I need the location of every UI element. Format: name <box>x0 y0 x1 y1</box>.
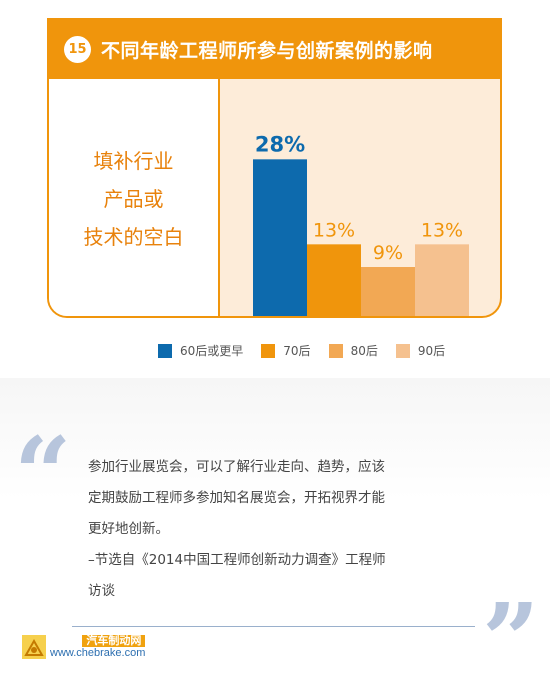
legend-label: 70后 <box>283 344 311 358</box>
legend-item: 90后 <box>395 342 446 359</box>
bar-value-label-0: 28% <box>255 132 305 156</box>
legend-label: 60后或更早 <box>180 344 244 358</box>
chart-number-badge: 15 <box>64 36 91 63</box>
legend-swatch <box>328 343 343 358</box>
category-label-line-1: 填补行业 <box>93 148 174 173</box>
watermark: 汽车制动网 www.chebrake.com <box>22 634 167 660</box>
chart-card: 15 不同年龄工程师所参与创新案例的影响 填补行业 产品或 技术的空白 28% 1… <box>47 18 502 318</box>
quote-text: 参加行业展览会，可以了解行业走向、趋势，应该 定期鼓励工程师多参加知名展览会，开… <box>88 452 483 607</box>
bar-value-label-2: 9% <box>373 242 403 264</box>
bar-chart: 28% 13% 9% 13% <box>253 132 469 316</box>
bar-2 <box>361 267 415 316</box>
legend-item: 70后 <box>261 342 311 359</box>
legend-item: 60后或更早 <box>158 342 243 359</box>
category-label-line-3: 技术的空白 <box>83 224 184 249</box>
legend-swatch <box>395 343 410 358</box>
quote-source-line: 访谈 <box>88 583 115 599</box>
chart-legend: 60后或更早 70后 80后 90后 <box>158 342 463 359</box>
bar-value-label-1: 13% <box>313 219 355 241</box>
watermark-url: www.chebrake.com <box>50 647 146 659</box>
legend-swatch <box>158 343 172 358</box>
legend-item: 80后 <box>328 342 378 359</box>
legend-swatch <box>261 343 276 358</box>
legend-label: 90后 <box>417 344 446 358</box>
bar-value-label-3: 13% <box>421 219 463 241</box>
quote-line: 参加行业展览会，可以了解行业走向、趋势，应该 <box>88 459 385 475</box>
quote-section <box>0 378 550 682</box>
category-label-pane: 填补行业 产品或 技术的空白 <box>49 79 220 316</box>
bar-1 <box>307 244 361 316</box>
bar-3 <box>415 244 469 316</box>
legend-label: 80后 <box>350 344 378 358</box>
watermark-name: 汽车制动网 <box>82 635 146 647</box>
open-quote-icon: “ <box>14 415 72 533</box>
brake-logo-icon <box>22 635 46 659</box>
bar-0 <box>253 159 307 316</box>
card-header: 15 不同年龄工程师所参与创新案例的影响 <box>49 20 500 79</box>
quote-line: 定期鼓励工程师多参加知名展览会，开拓视界才能 <box>88 490 385 506</box>
quote-divider <box>72 626 475 627</box>
quote-source-line: –节选自《2014中国工程师创新动力调查》工程师 <box>88 552 386 568</box>
category-label-line-2: 产品或 <box>103 186 164 211</box>
quote-line: 更好地创新。 <box>88 521 169 537</box>
chart-title: 不同年龄工程师所参与创新案例的影响 <box>101 40 433 62</box>
close-quote-icon: ” <box>482 581 540 699</box>
